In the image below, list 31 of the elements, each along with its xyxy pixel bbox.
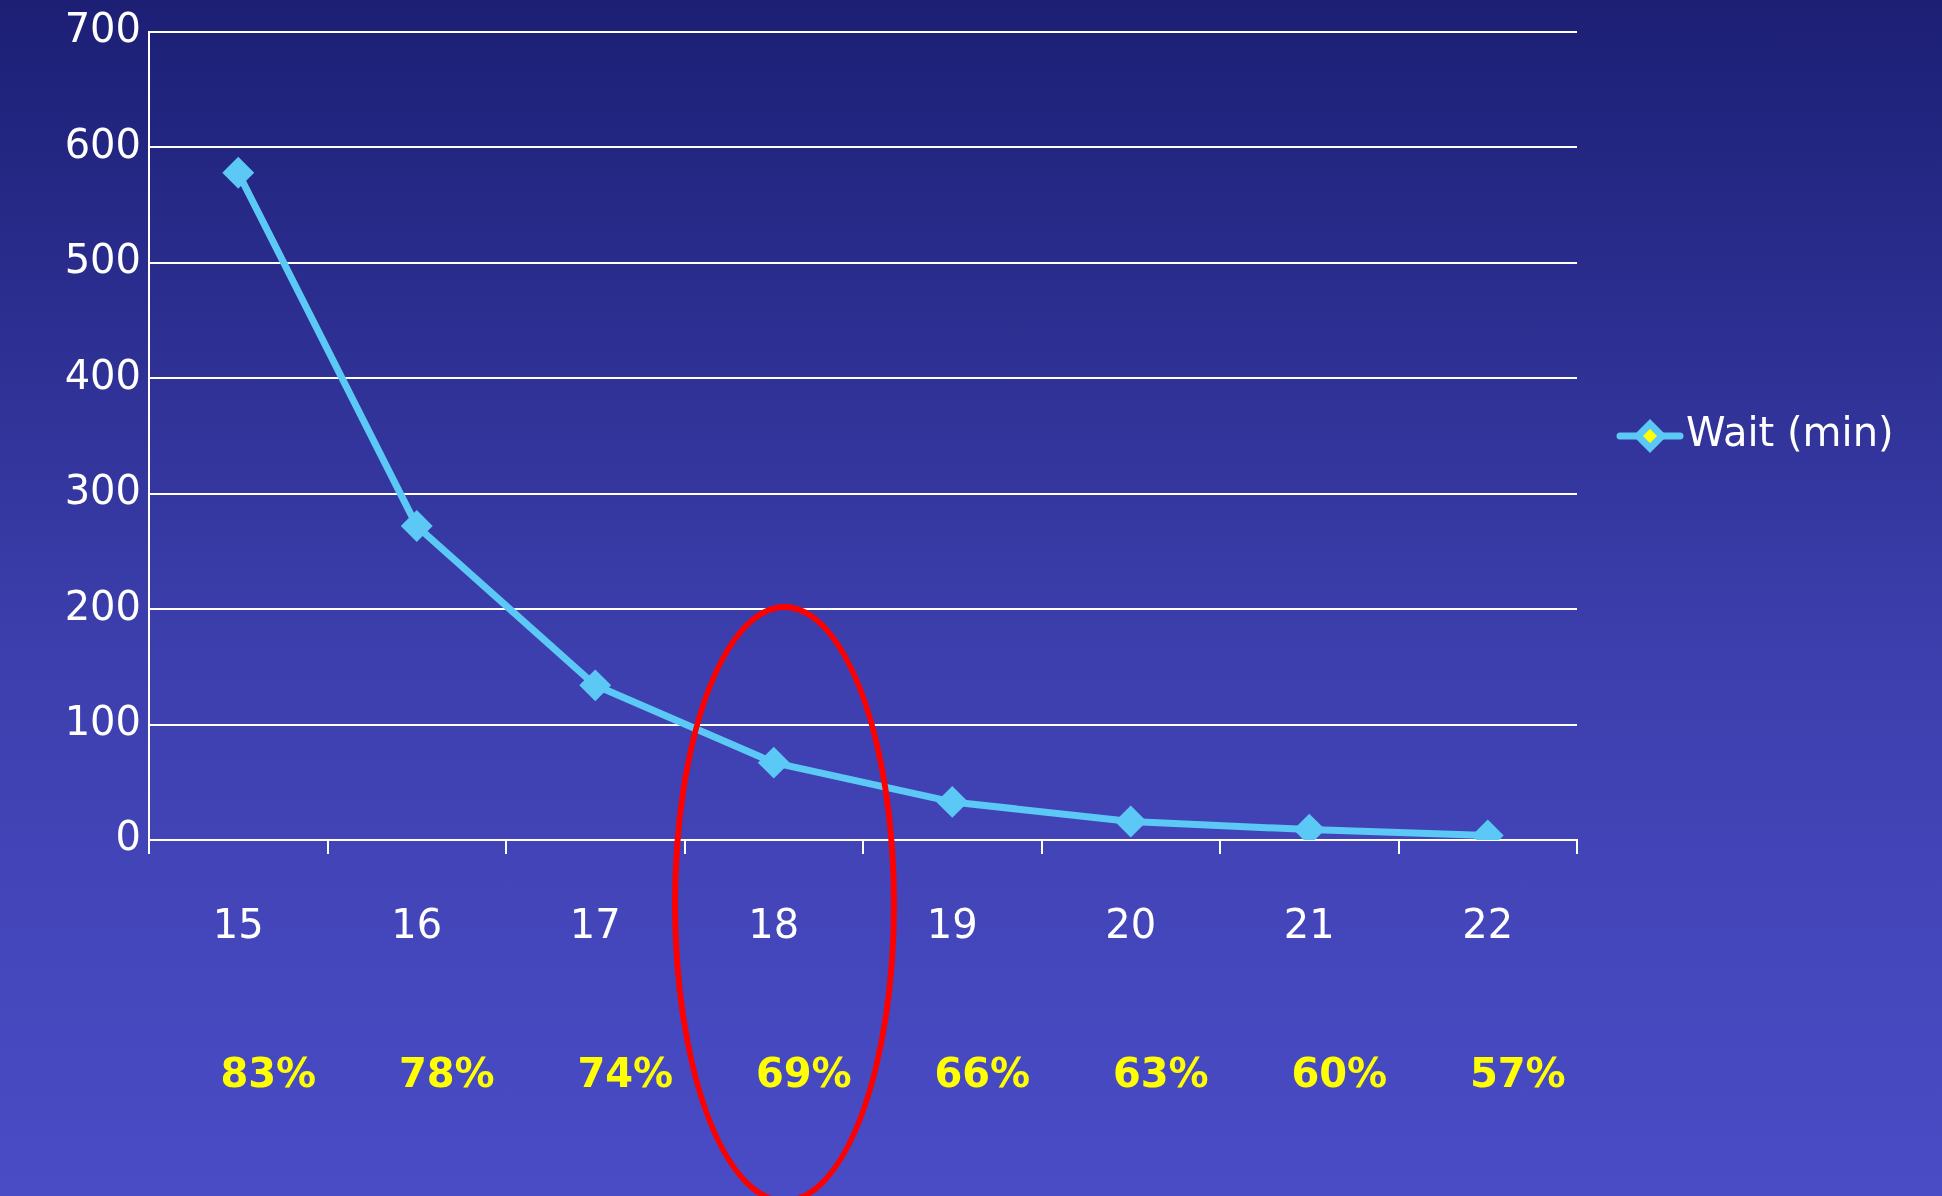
y-tick-label: 600: [64, 120, 141, 167]
y-tick-label: 300: [64, 467, 141, 514]
text: 83%: [220, 1050, 317, 1097]
text: 63%: [1112, 1050, 1209, 1097]
point: [759, 748, 789, 778]
y-tick-label: 500: [64, 236, 141, 283]
text: 69%: [755, 1050, 852, 1097]
x-tick-label: 15: [212, 901, 264, 948]
y-tick-label: 0: [115, 813, 141, 860]
x-tick-label: 22: [1462, 901, 1514, 948]
y-tick-label: 400: [64, 351, 141, 398]
x-tick-label: 20: [1105, 901, 1157, 948]
point: [937, 787, 967, 817]
point: [223, 158, 253, 188]
text: 57%: [1469, 1050, 1566, 1097]
text: 60%: [1291, 1050, 1388, 1097]
point: [1116, 807, 1146, 837]
x-tick-label: 21: [1283, 901, 1335, 948]
text: 78%: [398, 1050, 495, 1097]
y-tick-label: 100: [64, 697, 141, 744]
text: 74%: [577, 1050, 674, 1097]
text: 66%: [934, 1050, 1031, 1097]
y-tick-label: 700: [64, 5, 141, 52]
x-tick-label: 17: [569, 901, 621, 948]
x-tick-label: 19: [926, 901, 978, 948]
x-tick-label: 18: [748, 901, 800, 948]
x-tick-label: 16: [391, 901, 443, 948]
point: [580, 670, 610, 700]
legend-label: Wait (min): [1686, 409, 1894, 456]
y-tick-label: 200: [64, 582, 141, 629]
point: [402, 511, 432, 541]
